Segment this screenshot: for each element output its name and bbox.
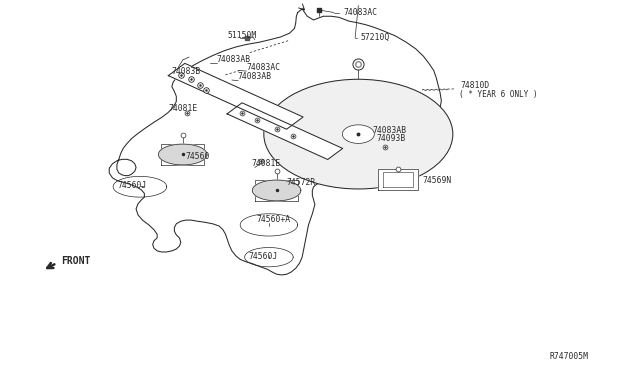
Polygon shape [109, 9, 442, 275]
Text: 74560+A: 74560+A [256, 215, 291, 224]
Polygon shape [252, 180, 301, 201]
Text: 51150M: 51150M [227, 31, 257, 39]
Text: 74083AB: 74083AB [216, 55, 251, 64]
Polygon shape [227, 103, 342, 160]
Text: 74093B: 74093B [376, 134, 406, 143]
Text: ( * YEAR 6 ONLY ): ( * YEAR 6 ONLY ) [460, 90, 538, 99]
Text: R747005M: R747005M [550, 352, 589, 361]
Text: 74569N: 74569N [422, 176, 451, 185]
Text: 74810D: 74810D [461, 81, 490, 90]
Text: 74083AB: 74083AB [237, 73, 271, 81]
Text: FRONT: FRONT [61, 256, 91, 266]
Polygon shape [161, 144, 204, 165]
Text: 74083B: 74083B [172, 67, 201, 76]
Text: 74560: 74560 [186, 152, 211, 161]
Text: 74560J: 74560J [118, 181, 147, 190]
Circle shape [264, 79, 453, 189]
Text: 74083AB: 74083AB [372, 126, 406, 135]
Text: 74560J: 74560J [248, 252, 278, 261]
Circle shape [342, 125, 374, 143]
Text: 74083AC: 74083AC [246, 63, 281, 72]
Polygon shape [159, 144, 207, 165]
Text: 74081E: 74081E [168, 104, 197, 113]
Text: 74083AC: 74083AC [343, 9, 377, 17]
Polygon shape [168, 63, 303, 129]
Text: 74081E: 74081E [251, 159, 280, 168]
Text: 74572R: 74572R [287, 178, 316, 187]
Polygon shape [378, 169, 418, 189]
Text: 57210Q: 57210Q [360, 33, 390, 42]
Polygon shape [255, 180, 298, 201]
